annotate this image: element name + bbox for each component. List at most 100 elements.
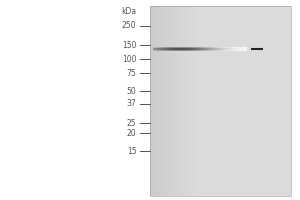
Bar [180, 50, 181, 51]
Bar [173, 50, 174, 51]
Bar [240, 48, 242, 49]
Bar [190, 50, 191, 51]
Bar [227, 49, 229, 50]
Bar [233, 48, 234, 49]
Bar [224, 47, 226, 48]
Bar [157, 50, 158, 51]
Bar [221, 50, 223, 51]
Bar [237, 47, 238, 48]
Bar [153, 48, 154, 49]
Bar [180, 49, 181, 50]
Bar [194, 49, 195, 50]
Bar [187, 47, 188, 48]
Bar [210, 48, 211, 49]
Bar [168, 50, 169, 51]
Bar [222, 47, 224, 48]
Bar [208, 50, 210, 51]
Bar [179, 50, 180, 51]
Bar [159, 48, 160, 49]
Bar [223, 50, 224, 51]
Bar [224, 50, 225, 51]
Bar [170, 49, 172, 50]
Bar [238, 50, 240, 51]
Bar [157, 47, 158, 48]
Bar [178, 50, 179, 51]
Bar [178, 47, 180, 48]
Bar [158, 47, 159, 48]
Bar [160, 50, 162, 51]
Bar [231, 49, 232, 50]
Bar [206, 47, 207, 48]
Bar [241, 48, 242, 49]
Bar [244, 47, 246, 48]
Bar [207, 49, 208, 50]
Bar [190, 47, 192, 48]
Bar [158, 49, 159, 50]
Bar [154, 48, 155, 49]
Bar [240, 47, 241, 48]
Bar [230, 47, 231, 48]
Bar [171, 49, 172, 50]
Bar [211, 47, 212, 48]
Bar [163, 47, 164, 48]
Bar [181, 50, 182, 51]
Bar [185, 50, 186, 51]
Bar [201, 50, 202, 51]
Bar [162, 50, 163, 51]
Bar [180, 48, 181, 49]
Bar [196, 48, 197, 49]
Bar [206, 48, 207, 49]
Bar [200, 50, 201, 51]
Bar [203, 49, 204, 50]
Bar [212, 50, 214, 51]
Bar [157, 48, 158, 49]
Bar [230, 48, 232, 49]
Bar [236, 48, 237, 49]
Bar [226, 47, 227, 48]
Bar [158, 48, 159, 49]
Bar [174, 50, 175, 51]
Bar [220, 50, 222, 51]
Bar [218, 47, 220, 48]
Bar [157, 48, 158, 49]
Bar [155, 50, 156, 51]
Bar [213, 50, 214, 51]
Bar [218, 50, 219, 51]
Bar [215, 49, 216, 50]
Bar [203, 47, 205, 48]
Bar [182, 50, 183, 51]
Bar [189, 49, 190, 50]
Bar [179, 47, 180, 48]
Bar [231, 50, 232, 51]
Bar [226, 47, 227, 48]
Bar [169, 47, 170, 48]
Bar [184, 49, 185, 50]
Bar [206, 48, 208, 49]
Bar [187, 47, 188, 48]
Bar [168, 49, 169, 50]
Bar [213, 47, 214, 48]
Bar [163, 48, 164, 49]
Bar [208, 50, 209, 51]
Bar [205, 47, 206, 48]
Bar [237, 50, 238, 51]
Bar [177, 50, 178, 51]
Bar [219, 50, 220, 51]
Bar [203, 48, 204, 49]
Bar [211, 50, 212, 51]
Bar [180, 49, 181, 50]
Bar [184, 50, 185, 51]
Bar [212, 48, 213, 49]
Bar [193, 49, 194, 50]
Bar [213, 49, 214, 50]
Bar [205, 48, 206, 49]
Bar [181, 48, 182, 49]
Bar [205, 50, 206, 51]
Bar [234, 49, 235, 50]
Bar [168, 49, 169, 50]
Bar [191, 48, 193, 49]
Bar [242, 48, 244, 49]
Bar [231, 48, 232, 49]
Bar [212, 47, 213, 48]
Bar [194, 47, 195, 48]
